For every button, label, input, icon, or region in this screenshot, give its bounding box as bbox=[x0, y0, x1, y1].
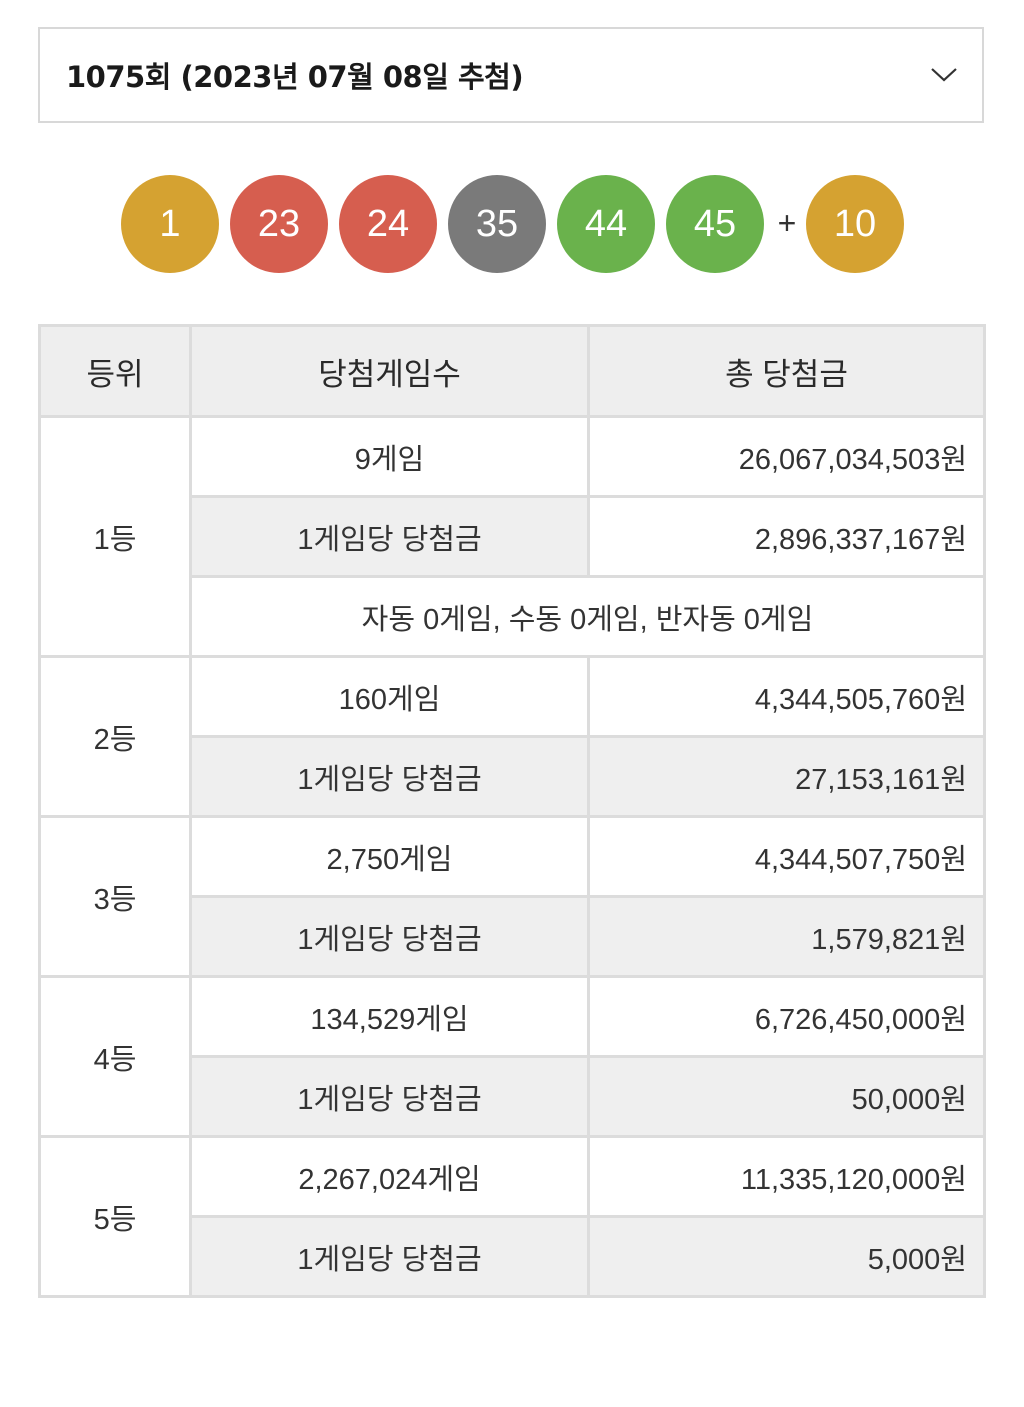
per-game-label: 1게임당 당첨금 bbox=[189, 495, 590, 578]
table-row: 1게임당 당첨금 27,153,161원 bbox=[40, 735, 986, 818]
prize-table: 등위 당첨게임수 총 당첨금 1등 9게임 26,067,034,503원 1게… bbox=[38, 324, 986, 1298]
games-cell: 134,529게임 bbox=[189, 975, 590, 1058]
number-ball: 24 bbox=[339, 175, 437, 273]
per-game-label: 1게임당 당첨금 bbox=[189, 1055, 590, 1138]
per-game-amount: 50,000원 bbox=[587, 1055, 986, 1138]
number-ball-text: 44 bbox=[584, 202, 628, 245]
number-ball: 23 bbox=[230, 175, 328, 273]
number-ball-text: 35 bbox=[475, 202, 519, 245]
games-cell: 160게임 bbox=[189, 655, 590, 738]
total-amount-cell: 4,344,505,760원 bbox=[587, 655, 986, 738]
table-row: 1게임당 당첨금 2,896,337,167원 bbox=[40, 495, 986, 578]
number-ball: 35 bbox=[448, 175, 546, 273]
number-ball-text: 1 bbox=[159, 202, 181, 245]
rank-cell: 3등 bbox=[38, 815, 192, 978]
per-game-label: 1게임당 당첨금 bbox=[189, 895, 590, 978]
number-ball: 45 bbox=[666, 175, 764, 273]
table-row: 1게임당 당첨금 5,000원 bbox=[40, 1215, 986, 1298]
rank-cell: 5등 bbox=[38, 1135, 192, 1298]
number-ball-text: 24 bbox=[366, 202, 410, 245]
plus-sign: + bbox=[777, 205, 797, 241]
winning-numbers: 1 23 24 35 44 45 + 10 bbox=[0, 175, 1024, 273]
number-ball-text: 45 bbox=[693, 202, 737, 245]
number-ball: 44 bbox=[557, 175, 655, 273]
number-ball: 1 bbox=[121, 175, 219, 273]
draw-round-select[interactable]: 1075회 (2023년 07월 08일 추첨) bbox=[38, 27, 984, 123]
per-game-label: 1게임당 당첨금 bbox=[189, 1215, 590, 1298]
header-rank: 등위 bbox=[38, 324, 192, 418]
draw-round-label: 1075회 (2023년 07월 08일 추첨) bbox=[66, 60, 524, 94]
selection-method-note: 자동 0게임, 수동 0게임, 반자동 0게임 bbox=[189, 575, 986, 658]
header-games: 당첨게임수 bbox=[189, 324, 590, 418]
chevron-down-icon bbox=[930, 61, 958, 89]
bonus-number-ball: 10 bbox=[806, 175, 904, 273]
table-row: 자동 0게임, 수동 0게임, 반자동 0게임 bbox=[40, 575, 986, 658]
table-header-row: 등위 당첨게임수 총 당첨금 bbox=[38, 324, 986, 418]
total-amount-cell: 6,726,450,000원 bbox=[587, 975, 986, 1058]
games-cell: 9게임 bbox=[189, 415, 590, 498]
total-amount-cell: 26,067,034,503원 bbox=[587, 415, 986, 498]
games-cell: 2,750게임 bbox=[189, 815, 590, 898]
per-game-amount: 1,579,821원 bbox=[587, 895, 986, 978]
table-row: 5등 2,267,024게임 11,335,120,000원 bbox=[38, 1135, 986, 1298]
per-game-amount: 2,896,337,167원 bbox=[587, 495, 986, 578]
table-row: 3등 2,750게임 4,344,507,750원 bbox=[38, 815, 986, 978]
table-row: 1등 9게임 26,067,034,503원 bbox=[38, 415, 986, 658]
table-row: 2등 160게임 4,344,505,760원 bbox=[38, 655, 986, 818]
total-amount-cell: 11,335,120,000원 bbox=[587, 1135, 986, 1218]
rank-cell: 2등 bbox=[38, 655, 192, 818]
per-game-label: 1게임당 당첨금 bbox=[189, 735, 590, 818]
table-row: 1게임당 당첨금 50,000원 bbox=[40, 1055, 986, 1138]
per-game-amount: 5,000원 bbox=[587, 1215, 986, 1298]
rank-cell: 1등 bbox=[38, 415, 192, 658]
per-game-amount: 27,153,161원 bbox=[587, 735, 986, 818]
number-ball-text: 23 bbox=[257, 202, 301, 245]
rank-cell: 4등 bbox=[38, 975, 192, 1138]
table-row: 4등 134,529게임 6,726,450,000원 bbox=[38, 975, 986, 1138]
header-total: 총 당첨금 bbox=[587, 324, 986, 418]
total-amount-cell: 4,344,507,750원 bbox=[587, 815, 986, 898]
table-row: 1게임당 당첨금 1,579,821원 bbox=[40, 895, 986, 978]
games-cell: 2,267,024게임 bbox=[189, 1135, 590, 1218]
bonus-number-text: 10 bbox=[833, 202, 877, 245]
